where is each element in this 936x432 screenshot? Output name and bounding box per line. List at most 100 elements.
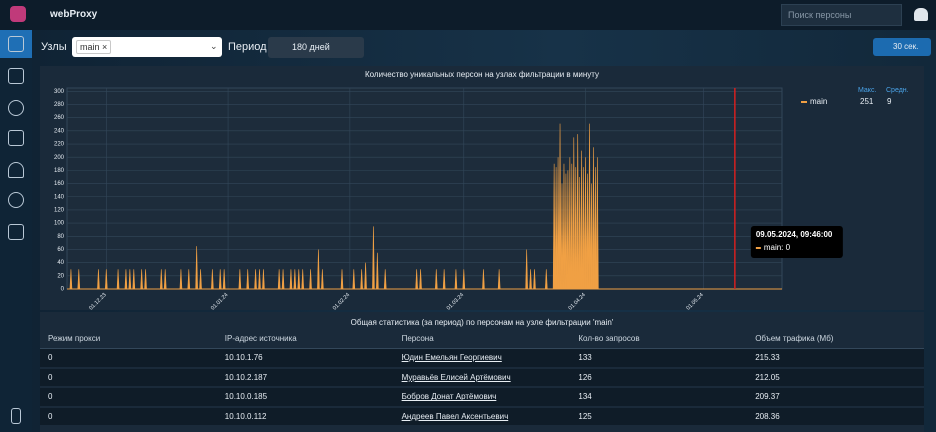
spike bbox=[568, 157, 572, 290]
spike bbox=[179, 269, 183, 290]
top-bar: webProxy Поиск персоны bbox=[0, 0, 936, 30]
column-header[interactable]: Объем трафика (Мб) bbox=[747, 330, 924, 349]
nav-icon[interactable] bbox=[8, 162, 24, 178]
spike bbox=[572, 137, 576, 290]
spike bbox=[560, 183, 564, 290]
spike bbox=[554, 167, 558, 290]
nav-icon[interactable] bbox=[8, 100, 24, 116]
spike bbox=[372, 226, 375, 290]
app-title: webProxy bbox=[50, 9, 98, 20]
spike bbox=[584, 157, 587, 290]
spike bbox=[576, 134, 580, 290]
y-tick-label: 0 bbox=[61, 287, 65, 293]
spike bbox=[309, 269, 312, 290]
x-tick-label: 01.02.24 bbox=[332, 292, 351, 310]
chart-title: Количество уникальных персон на узлах фи… bbox=[365, 70, 599, 79]
column-header[interactable]: Кол-во запросов bbox=[570, 330, 748, 349]
spike bbox=[199, 269, 202, 290]
spike bbox=[419, 269, 422, 290]
spike bbox=[360, 269, 363, 290]
spike bbox=[352, 269, 356, 290]
table-cell: 212.05 bbox=[747, 367, 924, 388]
x-tick-label: 01.01.24 bbox=[210, 292, 229, 310]
spike bbox=[552, 163, 556, 290]
nodes-select[interactable]: main × ⌄ bbox=[72, 37, 222, 57]
column-header[interactable]: IP-адрес источника bbox=[216, 330, 394, 349]
legend-avg: 9 bbox=[887, 97, 892, 106]
column-header[interactable]: Персона bbox=[393, 330, 571, 349]
spike bbox=[544, 269, 548, 290]
nav-icon[interactable] bbox=[8, 130, 24, 146]
table-cell: Бобров Донат Артёмович bbox=[393, 387, 571, 408]
spike bbox=[529, 269, 532, 290]
table-cell: 215.33 bbox=[747, 348, 924, 369]
nodes-label: Узлы bbox=[41, 41, 67, 53]
y-tick-label: 100 bbox=[54, 221, 65, 227]
table-header: Режим прокси IP-адрес источника Персона Кол… bbox=[40, 330, 924, 349]
person-link[interactable]: Андреев Павел Аксентьевич bbox=[401, 411, 509, 421]
x-tick-label: 01.03.24 bbox=[446, 292, 465, 310]
table-panel: Общая статистика (за период) по персонам… bbox=[40, 312, 924, 432]
nav-home[interactable] bbox=[0, 30, 32, 58]
spike bbox=[434, 269, 438, 290]
tooltip-title: 09.05.2024, 09:46:00 bbox=[756, 230, 833, 239]
spike bbox=[163, 269, 167, 290]
person-link[interactable]: Муравьёв Елисей Артёмович bbox=[401, 372, 511, 382]
user-icon[interactable] bbox=[914, 8, 928, 21]
spike bbox=[187, 269, 191, 290]
table-cell: 10.10.0.185 bbox=[216, 387, 394, 408]
table-cell: 10.10.1.76 bbox=[216, 348, 394, 369]
person-link[interactable]: Бобров Донат Артёмович bbox=[401, 392, 497, 402]
spike bbox=[293, 269, 297, 290]
spike bbox=[289, 269, 293, 290]
spike bbox=[258, 269, 261, 290]
legend-max: 251 bbox=[860, 97, 874, 106]
table-cell: 125 bbox=[570, 406, 748, 427]
spike bbox=[574, 167, 578, 290]
spike bbox=[254, 269, 257, 290]
dropdown-arrow[interactable]: ⌄ bbox=[210, 41, 218, 51]
nav-icon[interactable] bbox=[8, 224, 24, 240]
nav-icon[interactable] bbox=[8, 68, 24, 84]
spike bbox=[222, 269, 226, 290]
y-tick-label: 60 bbox=[57, 247, 64, 253]
table-row: 0 10.10.0.185 Бобров Донат Артёмович 134 209… bbox=[40, 387, 924, 408]
spike bbox=[570, 163, 574, 290]
nav-icon[interactable] bbox=[8, 36, 24, 52]
nav-pin[interactable] bbox=[11, 408, 21, 424]
refresh-button[interactable]: 30 сек. bbox=[873, 38, 931, 56]
nav-icon[interactable] bbox=[8, 192, 24, 208]
logo[interactable] bbox=[10, 6, 26, 22]
table-cell: 133 bbox=[570, 348, 748, 369]
column-header[interactable]: Режим прокси bbox=[40, 330, 217, 349]
y-tick-label: 120 bbox=[54, 207, 65, 213]
table-cell: Муравьёв Елисей Артёмович bbox=[393, 367, 571, 388]
y-tick-label: 20 bbox=[57, 273, 64, 279]
table-row: 0 10.10.1.76 Юдин Емельян Георгиевич 133 215… bbox=[40, 348, 924, 369]
spike bbox=[578, 176, 581, 290]
search-input[interactable]: Поиск персоны bbox=[781, 4, 902, 26]
spike bbox=[297, 269, 301, 290]
node-tag[interactable]: main × bbox=[76, 40, 112, 54]
spike bbox=[415, 269, 418, 290]
spike bbox=[104, 269, 108, 290]
y-tick-label: 300 bbox=[54, 89, 65, 95]
legend-label: main bbox=[810, 97, 827, 106]
spike bbox=[364, 262, 367, 290]
x-tick-label: 01.04.24 bbox=[568, 292, 587, 310]
period-select[interactable]: 180 дней bbox=[268, 37, 364, 58]
spike bbox=[281, 269, 285, 290]
table-cell: Андреев Павел Аксентьевич bbox=[393, 406, 571, 427]
table-cell: 10.10.0.112 bbox=[216, 406, 394, 427]
table-cell: 0 bbox=[40, 348, 217, 369]
spike bbox=[525, 249, 528, 290]
person-link[interactable]: Юдин Емельян Георгиевич bbox=[401, 353, 502, 362]
spike bbox=[340, 269, 344, 290]
y-tick-label: 260 bbox=[54, 115, 65, 121]
table-cell: 209.37 bbox=[747, 387, 924, 408]
spike bbox=[159, 269, 163, 290]
spike bbox=[277, 269, 281, 290]
spike bbox=[594, 167, 597, 290]
spike bbox=[97, 269, 100, 290]
